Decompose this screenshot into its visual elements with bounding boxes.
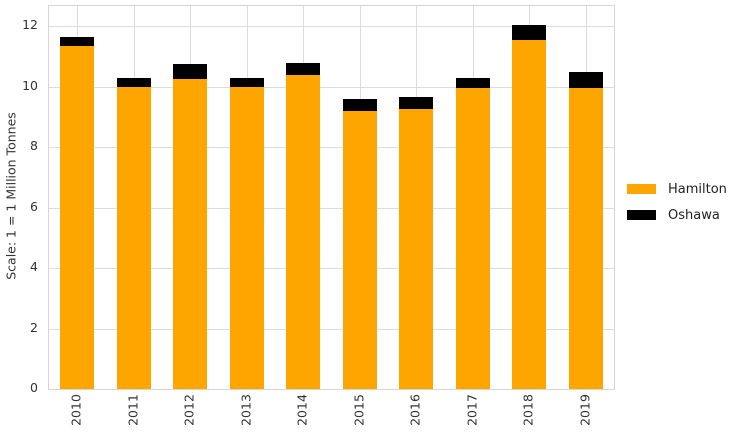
y-tick-label: 2 [30,319,38,335]
bar-segment-hamilton-2019 [568,88,603,389]
x-tick-label: 2016 [407,394,423,426]
y-tick-label: 6 [30,198,38,214]
bar-segment-hamilton-2015 [342,110,377,389]
x-tick-label: 2019 [577,394,593,426]
y-tick-label: 10 [22,77,38,93]
bar-segment-hamilton-2012 [173,79,208,389]
bar-segment-hamilton-2014 [286,74,321,389]
legend-label-hamilton: Hamilton [668,181,727,197]
bar-segment-oshawa-2010 [60,36,95,46]
legend-label-oshawa: Oshawa [668,207,720,223]
legend-swatch-oshawa [627,210,656,220]
bar-segment-hamilton-2017 [455,88,490,389]
gridline-horizontal [49,86,614,88]
legend-swatch-hamilton [627,184,656,194]
bar-segment-oshawa-2012 [173,64,208,80]
bar-segment-oshawa-2018 [512,24,547,40]
x-tick-label: 2013 [238,394,254,426]
x-tick-label: 2012 [181,394,197,426]
bar-segment-oshawa-2019 [568,71,603,89]
bar-segment-hamilton-2013 [229,86,264,389]
bar-segment-oshawa-2011 [116,77,151,87]
bar-segment-hamilton-2010 [60,45,95,389]
legend-item-oshawa: Oshawa [627,202,727,228]
gridline-horizontal [49,328,614,330]
gridline-horizontal [49,147,614,149]
x-tick-label: 2017 [464,394,480,426]
bar-segment-oshawa-2017 [455,77,490,89]
x-tick-label: 2011 [125,394,141,426]
x-tick-label: 2010 [68,394,84,426]
x-tick-label: 2015 [351,394,367,426]
plot-area [48,5,615,390]
bar-segment-hamilton-2016 [399,109,434,389]
gridline-horizontal [49,268,614,270]
gridline-horizontal [49,26,614,28]
legend: Hamilton Oshawa [627,176,727,228]
y-tick-label: 4 [30,259,38,275]
bar-segment-hamilton-2011 [116,86,151,389]
x-tick-label: 2018 [520,394,536,426]
y-tick-label: 8 [30,138,38,154]
bar-segment-oshawa-2015 [342,98,377,111]
y-tick-label: 12 [22,17,38,33]
bar-segment-oshawa-2016 [399,97,434,110]
y-tick-label: 0 [30,380,38,395]
bar-segment-oshawa-2013 [229,77,264,87]
gridline-horizontal [49,207,614,209]
bar-segment-hamilton-2018 [512,39,547,389]
bar-segment-oshawa-2014 [286,62,321,75]
x-tick-label: 2014 [294,394,310,426]
legend-item-hamilton: Hamilton [627,176,727,202]
